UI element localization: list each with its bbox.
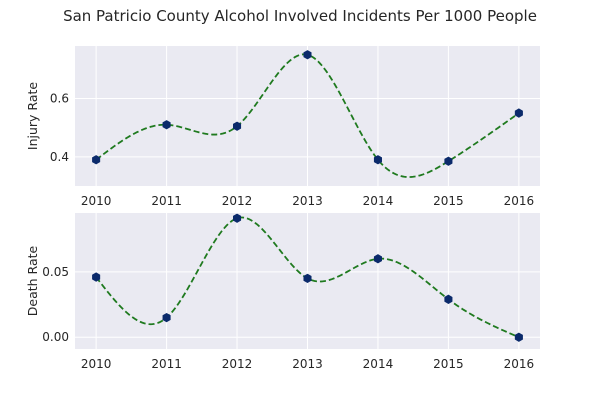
data-point-death: [444, 294, 453, 304]
data-point-death: [303, 273, 312, 284]
data-point-injury: [373, 155, 382, 165]
x-tick-label: 2013: [292, 194, 323, 208]
chart-title: San Patricio County Alcohol Involved Inc…: [63, 7, 537, 25]
y-tick-label: 0.4: [50, 150, 69, 164]
x-tick-label: 2012: [222, 357, 253, 371]
y-tick-label: 0.6: [50, 92, 69, 106]
panel-injury: 2010 2011 2012 2013 2014 2015 2016 0.4 0.6 Injury…: [25, 46, 540, 208]
data-point-death: [373, 254, 382, 264]
y-tick-label: 0.05: [42, 265, 69, 279]
data-point-injury: [444, 156, 453, 166]
x-tick-label: 2014: [363, 357, 394, 371]
data-point-death: [162, 312, 171, 323]
panels: 2010 2011 2012 2013 2014 2015 2016 0.4 0.6 Injury…: [25, 46, 540, 371]
y-tick-label: 0.00: [42, 330, 69, 344]
x-tick-label: 2016: [504, 194, 535, 208]
x-tick-label: 2015: [433, 357, 464, 371]
x-tick-label: 2016: [504, 357, 535, 371]
data-point-injury: [162, 120, 171, 130]
data-point-injury: [92, 155, 101, 165]
data-point-death: [514, 332, 523, 342]
data-point-death: [233, 213, 242, 223]
x-tick-label: 2013: [292, 357, 323, 371]
x-tick-label: 2010: [81, 194, 112, 208]
data-point-injury: [233, 121, 242, 131]
x-tick-label: 2011: [151, 357, 182, 371]
data-point-injury: [514, 108, 523, 118]
y-axis-label-death: Death Rate: [25, 245, 40, 316]
x-tick-label: 2015: [433, 194, 464, 208]
x-tick-label: 2011: [151, 194, 182, 208]
x-tick-label: 2010: [81, 357, 112, 371]
x-tick-label: 2014: [363, 194, 394, 208]
data-point-injury: [303, 50, 312, 60]
panel-death: 2010 2011 2012 2013 2014 2015 2016 0.00 0.05Deat…: [25, 213, 540, 371]
x-tick-label: 2012: [222, 194, 253, 208]
y-axis-label-injury: Injury Rate: [25, 82, 40, 150]
data-point-death: [92, 272, 101, 282]
